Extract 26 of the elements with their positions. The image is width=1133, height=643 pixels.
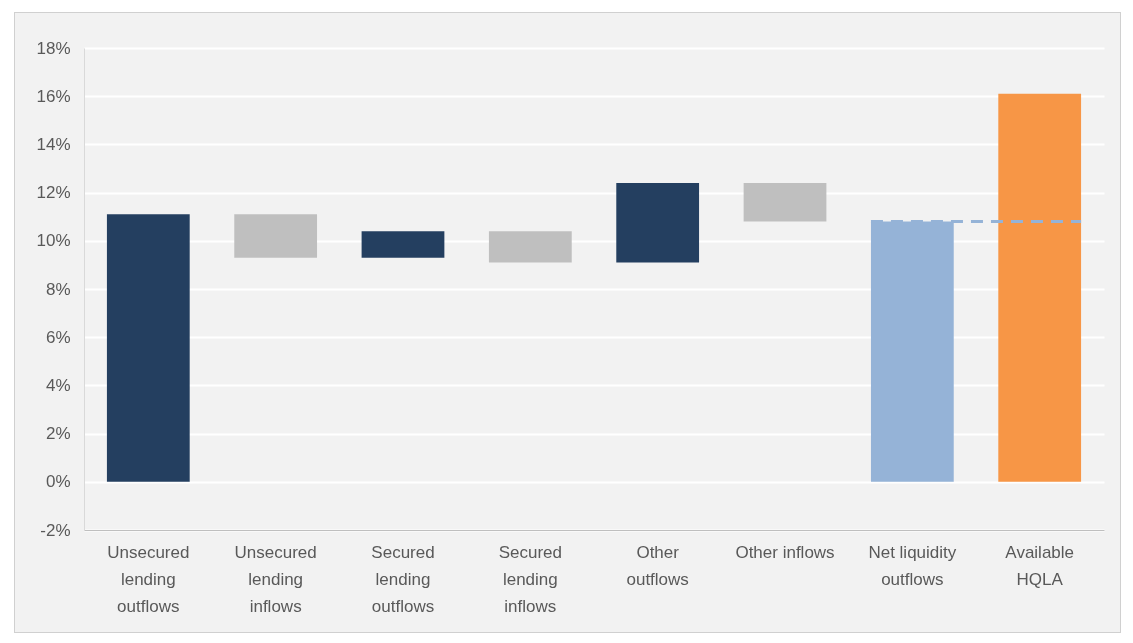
y-tick-label: 18% — [36, 38, 71, 58]
y-tick-label: 4% — [45, 375, 71, 395]
y-tick-label: 16% — [36, 86, 71, 106]
x-tick-label: Other outflows — [626, 542, 689, 589]
bar — [488, 231, 572, 263]
x-tick-label: Other inflows — [735, 542, 835, 562]
bar — [361, 231, 445, 258]
x-tick-label: Secured lending outflows — [371, 542, 435, 616]
y-tick-label: 6% — [45, 327, 71, 347]
y-tick-label: -2% — [40, 520, 71, 540]
x-tick-label: Unsecured lending inflows — [234, 542, 317, 616]
y-tick-label: 12% — [36, 183, 71, 203]
y-tick-label: 0% — [45, 472, 71, 492]
x-tick-label: Secured lending inflows — [498, 542, 562, 616]
y-tick-label: 2% — [45, 424, 71, 444]
x-tick-label: Available HQLA — [1005, 542, 1075, 589]
bar — [106, 214, 190, 482]
bar — [998, 93, 1082, 482]
x-tick-label: Unsecured lending outflows — [107, 542, 190, 616]
y-tick-label: 8% — [45, 279, 71, 299]
y-tick-label: 10% — [36, 231, 71, 251]
bar — [616, 182, 700, 263]
x-tick-label: Net liquidity outflows — [868, 542, 957, 589]
y-tick-label: 14% — [36, 134, 71, 154]
bar — [743, 182, 827, 222]
bar — [234, 214, 318, 258]
